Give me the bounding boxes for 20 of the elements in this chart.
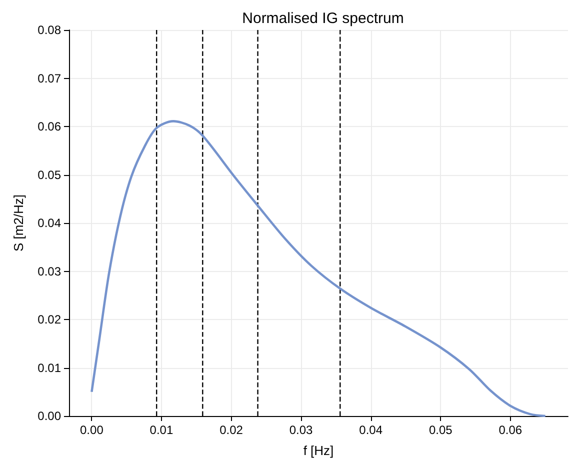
y-tick-label: 0.00	[38, 409, 62, 423]
y-tick-label: 0.06	[38, 120, 62, 134]
y-tick-label: 0.05	[38, 168, 62, 182]
y-tick-label: 0.02	[38, 312, 62, 326]
x-tick-label: 0.00	[80, 423, 104, 437]
x-tick-label: 0.02	[220, 423, 244, 437]
y-tick-label: 0.01	[38, 360, 62, 375]
y-tick-label: 0.03	[38, 264, 62, 278]
y-tick-label: 0.04	[38, 216, 62, 230]
x-tick-label: 0.06	[498, 423, 522, 437]
x-tick-label: 0.04	[359, 423, 383, 437]
x-tick-label: 0.03	[289, 423, 314, 437]
x-tick-label: 0.01	[150, 423, 174, 437]
x-axis-title: f [Hz]	[303, 443, 334, 458]
y-tick-label: 0.07	[38, 71, 62, 86]
line-series	[90, 120, 546, 418]
y-tick-label: 0.08	[38, 23, 62, 37]
y-axis-title: S [m2/Hz]	[11, 194, 26, 252]
x-tick-label: 0.05	[428, 423, 453, 437]
chart-title: Normalised IG spectrum	[242, 10, 404, 27]
